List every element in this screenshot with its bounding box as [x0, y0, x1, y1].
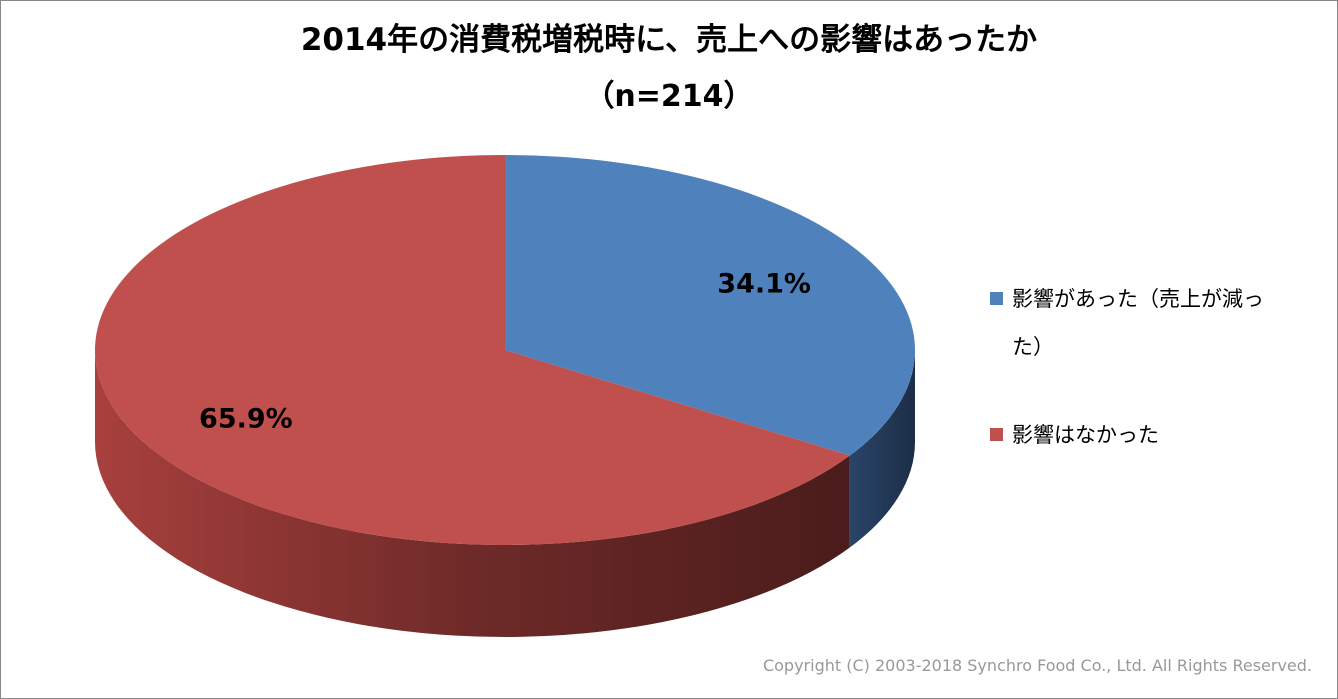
legend-swatch	[990, 428, 1003, 441]
legend-item: 影響はなかった	[990, 411, 1270, 459]
legend: 影響があった（売上が減った） 影響はなかった	[990, 275, 1270, 459]
legend-label: 影響はなかった	[1012, 423, 1159, 447]
legend-swatch	[990, 292, 1003, 305]
slice	[505, 155, 915, 456]
legend-label: 影響があった（売上が減った）	[1012, 287, 1264, 359]
chart-subtitle: （n=214）	[584, 79, 753, 114]
copyright: Copyright (C) 2003-2018 Synchro Food Co.…	[763, 656, 1312, 675]
legend-item: 影響があった（売上が減った）	[990, 275, 1270, 371]
data-label: 65.9%	[199, 403, 293, 434]
chart-title: 2014年の消費税増税時に、売上への影響はあったか	[301, 22, 1037, 58]
slice	[94, 155, 850, 545]
slice-side	[95, 350, 850, 637]
data-label: 34.1%	[717, 269, 811, 300]
slice-side	[849, 350, 915, 548]
